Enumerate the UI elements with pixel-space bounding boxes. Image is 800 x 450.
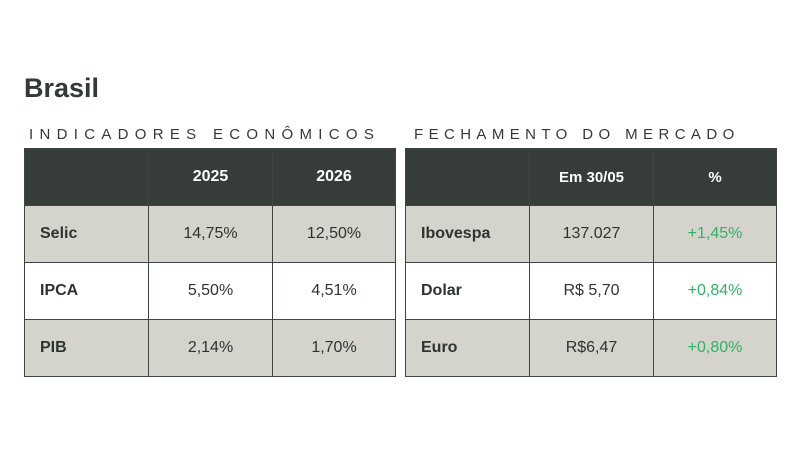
table-row: PIB 2,14% 1,70% xyxy=(24,319,396,377)
indicators-section-title: INDICADORES ECONÔMICOS xyxy=(29,126,381,143)
indicators-header-row: 2025 2026 xyxy=(24,148,396,206)
table-row: Euro R$6,47 +0,80% xyxy=(405,319,777,377)
market-header-date: Em 30/05 xyxy=(529,148,654,206)
table-row: IPCA 5,50% 4,51% xyxy=(24,262,396,320)
table-row: Ibovespa 137.027 +1,45% xyxy=(405,205,777,263)
market-value: R$6,47 xyxy=(529,319,654,377)
indicators-header-2025: 2025 xyxy=(148,148,273,206)
market-header-row: Em 30/05 % xyxy=(405,148,777,206)
market-change: +1,45% xyxy=(653,205,777,263)
table-row: Selic 14,75% 12,50% xyxy=(24,205,396,263)
table-row: Dolar R$ 5,70 +0,84% xyxy=(405,262,777,320)
market-value: 137.027 xyxy=(529,205,654,263)
page-title: Brasil xyxy=(24,73,100,103)
indicators-table: 2025 2026 Selic 14,75% 12,50% IPCA 5,50%… xyxy=(24,148,396,377)
market-label-euro: Euro xyxy=(405,319,530,377)
indicator-value: 1,70% xyxy=(272,319,396,377)
indicator-label-selic: Selic xyxy=(24,205,149,263)
indicator-label-ipca: IPCA xyxy=(24,262,149,320)
indicator-value: 4,51% xyxy=(272,262,396,320)
market-section-title: FECHAMENTO DO MERCADO xyxy=(414,126,740,143)
market-label-dolar: Dolar xyxy=(405,262,530,320)
market-label-ibovespa: Ibovespa xyxy=(405,205,530,263)
market-change: +0,80% xyxy=(653,319,777,377)
indicators-header-2026: 2026 xyxy=(272,148,396,206)
market-header-percent: % xyxy=(653,148,777,206)
market-change: +0,84% xyxy=(653,262,777,320)
market-header-blank xyxy=(405,148,530,206)
indicator-value: 12,50% xyxy=(272,205,396,263)
market-table: Em 30/05 % Ibovespa 137.027 +1,45% Dolar… xyxy=(405,148,777,377)
indicator-value: 5,50% xyxy=(148,262,273,320)
indicator-value: 2,14% xyxy=(148,319,273,377)
market-value: R$ 5,70 xyxy=(529,262,654,320)
indicator-value: 14,75% xyxy=(148,205,273,263)
indicators-header-blank xyxy=(24,148,149,206)
indicator-label-pib: PIB xyxy=(24,319,149,377)
